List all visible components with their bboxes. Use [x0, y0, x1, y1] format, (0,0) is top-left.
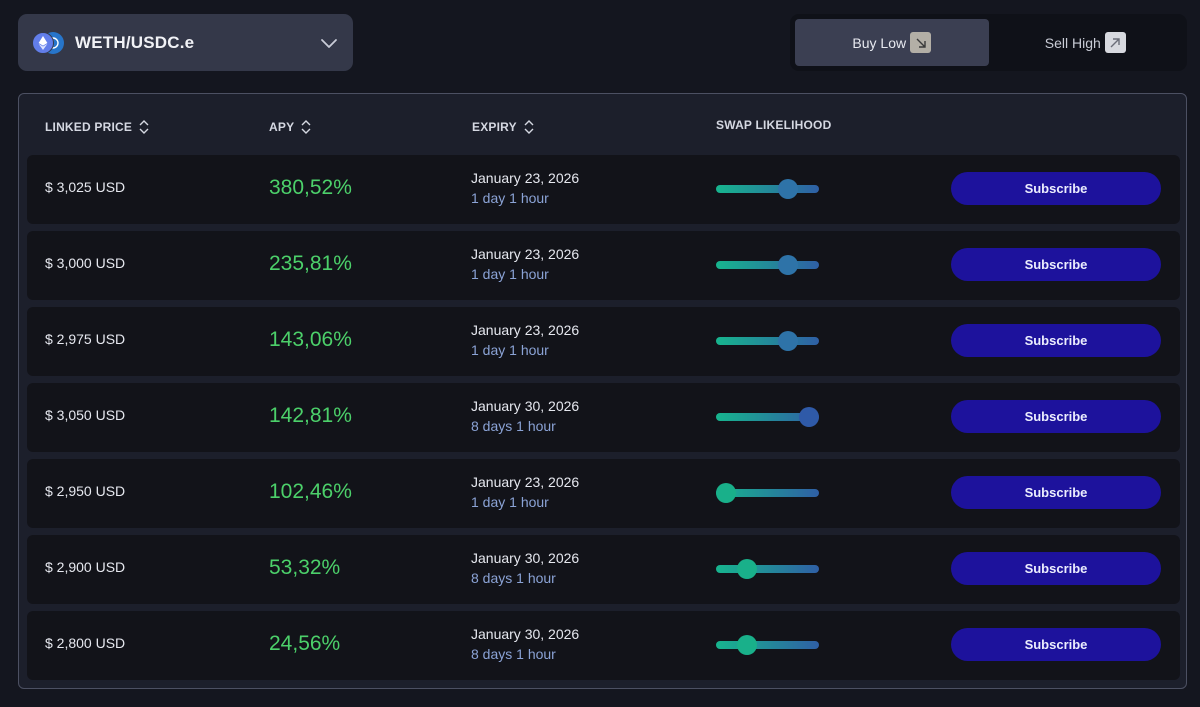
linked-price: $ 3,050 USD — [45, 407, 126, 423]
table-row: $ 3,050 USD 142,81% January 30, 2026 8 days… — [27, 383, 1180, 452]
swap-likelihood-bar — [716, 635, 819, 655]
sort-icon — [139, 120, 149, 134]
table-row: $ 2,975 USD 143,06% January 23, 2026 1 day … — [27, 307, 1180, 376]
linked-price: $ 3,000 USD — [45, 255, 126, 271]
chevron-down-icon — [321, 38, 337, 48]
apy-value: 380,52% — [269, 176, 352, 199]
eth-icon — [32, 31, 54, 54]
expiry-remaining: 8 days 1 hour — [471, 646, 556, 662]
table-row: $ 3,025 USD 380,52% January 23, 2026 1 day … — [27, 155, 1180, 224]
swap-likelihood-knob — [778, 255, 799, 275]
apy-value: 143,06% — [269, 328, 352, 351]
expiry-remaining: 1 day 1 hour — [471, 494, 549, 510]
swap-likelihood-bar — [716, 483, 819, 503]
linked-price: $ 2,950 USD — [45, 483, 126, 499]
swap-likelihood-bar — [716, 559, 819, 579]
table-row: $ 3,000 USD 235,81% January 23, 2026 1 day … — [27, 231, 1180, 300]
expiry-date: January 23, 2026 — [471, 474, 580, 490]
subscribe-button[interactable]: Subscribe — [951, 400, 1161, 433]
subscribe-button[interactable]: Subscribe — [951, 172, 1161, 205]
apy-value: 142,81% — [269, 404, 352, 427]
header-linked-price-label: LINKED PRICE — [45, 120, 133, 134]
header-swap-likelihood-label: SWAP LIKELIHOOD — [716, 118, 832, 132]
table-header: LINKED PRICE APY EXPIRY SWAP LIKELIHOOD — [19, 94, 1186, 156]
expiry-date: January 30, 2026 — [471, 398, 580, 414]
linked-price: $ 3,025 USD — [45, 179, 126, 195]
sort-icon — [301, 120, 311, 134]
apy-value: 235,81% — [269, 252, 352, 275]
buy-low-button[interactable]: Buy Low — [795, 19, 989, 66]
swap-likelihood-bar — [716, 179, 819, 199]
subscribe-button[interactable]: Subscribe — [951, 628, 1161, 661]
subscribe-button[interactable]: Subscribe — [951, 324, 1161, 357]
arrow-up-right-icon — [1104, 32, 1126, 53]
pair-selector[interactable]: WETH/USDC.e — [18, 14, 353, 71]
table-row: $ 2,950 USD 102,46% January 23, 2026 1 day … — [27, 459, 1180, 528]
expiry-remaining: 1 day 1 hour — [471, 342, 549, 358]
subscribe-button[interactable]: Subscribe — [951, 476, 1161, 509]
expiry-remaining: 8 days 1 hour — [471, 570, 556, 586]
apy-value: 53,32% — [269, 556, 341, 579]
offers-table: LINKED PRICE APY EXPIRY SWAP LIKELIHOOD … — [18, 93, 1187, 689]
header-swap-likelihood: SWAP LIKELIHOOD — [716, 118, 831, 132]
expiry-remaining: 1 day 1 hour — [471, 190, 549, 206]
header-expiry[interactable]: EXPIRY — [472, 118, 535, 136]
swap-likelihood-knob — [736, 559, 757, 579]
header-expiry-label: EXPIRY — [472, 120, 517, 134]
header-apy[interactable]: APY — [269, 118, 312, 136]
swap-likelihood-knob — [716, 483, 737, 503]
linked-price: $ 2,900 USD — [45, 559, 126, 575]
arrow-down-right-icon — [910, 32, 932, 53]
apy-value: 24,56% — [269, 632, 341, 655]
header-linked-price[interactable]: LINKED PRICE — [45, 118, 150, 136]
pair-label: WETH/USDC.e — [75, 32, 195, 52]
sell-high-label: Sell High — [1044, 34, 1101, 51]
swap-likelihood-bar — [716, 331, 819, 351]
expiry-date: January 23, 2026 — [471, 322, 580, 338]
expiry-date: January 30, 2026 — [471, 550, 580, 566]
subscribe-button[interactable]: Subscribe — [951, 552, 1161, 585]
sort-icon — [524, 120, 534, 134]
header-apy-label: APY — [269, 120, 295, 134]
swap-likelihood-knob — [798, 407, 819, 427]
swap-likelihood-knob — [778, 179, 799, 199]
pair-icons — [32, 31, 64, 54]
expiry-remaining: 1 day 1 hour — [471, 266, 549, 282]
swap-likelihood-bar — [716, 407, 819, 427]
table-row: $ 2,900 USD 53,32% January 30, 2026 8 days … — [27, 535, 1180, 604]
subscribe-button[interactable]: Subscribe — [951, 248, 1161, 281]
apy-value: 102,46% — [269, 480, 352, 503]
swap-likelihood-knob — [778, 331, 799, 351]
linked-price: $ 2,800 USD — [45, 635, 126, 651]
linked-price: $ 2,975 USD — [45, 331, 126, 347]
expiry-remaining: 8 days 1 hour — [471, 418, 556, 434]
expiry-date: January 30, 2026 — [471, 626, 580, 642]
swap-likelihood-bar — [716, 255, 819, 275]
expiry-date: January 23, 2026 — [471, 170, 580, 186]
buy-low-label: Buy Low — [852, 34, 907, 51]
sell-high-button[interactable]: Sell High — [989, 19, 1183, 66]
expiry-date: January 23, 2026 — [471, 246, 580, 262]
mode-toggle: Buy Low Sell High — [790, 14, 1187, 71]
table-row: $ 2,800 USD 24,56% January 30, 2026 8 days … — [27, 611, 1180, 680]
swap-likelihood-knob — [736, 635, 757, 655]
